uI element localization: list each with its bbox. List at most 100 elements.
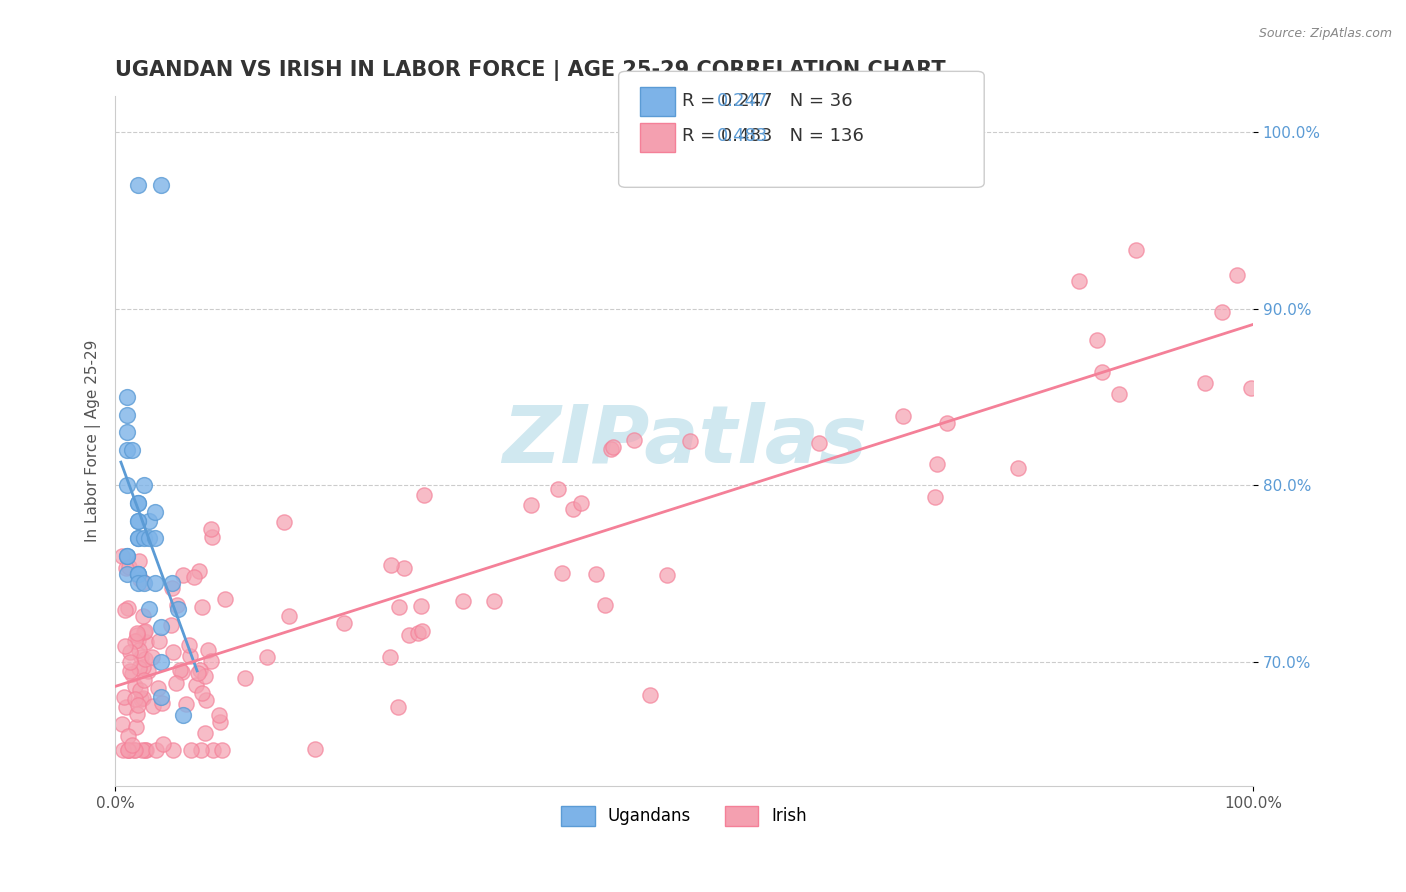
Point (172, 708, 194, 723)
Point (200, 655, 222, 669)
Point (124, 743, 146, 757)
Point (115, 478, 138, 492)
Point (127, 514, 149, 528)
Point (128, 643, 150, 657)
Point (111, 717, 134, 731)
Point (519, 498, 541, 512)
Point (183, 570, 205, 584)
Point (209, 714, 232, 729)
Point (115, 442, 138, 457)
Point (127, 496, 149, 510)
Point (148, 633, 170, 648)
Point (125, 628, 148, 642)
Point (124, 679, 146, 693)
Point (127, 514, 149, 528)
Point (162, 644, 184, 658)
Point (127, 632, 149, 647)
Point (159, 617, 181, 632)
Point (547, 482, 569, 496)
Point (1007, 460, 1029, 475)
Point (191, 686, 214, 700)
Point (638, 689, 661, 703)
Point (655, 567, 678, 582)
Point (117, 743, 139, 757)
Text: 0.483: 0.483 (717, 128, 769, 145)
Point (569, 496, 592, 510)
Point (411, 624, 433, 638)
Point (170, 665, 193, 680)
Point (380, 558, 402, 572)
Point (128, 554, 150, 568)
Point (131, 743, 153, 757)
Point (120, 645, 142, 659)
Point (117, 743, 139, 757)
Point (134, 624, 156, 638)
Point (149, 178, 172, 192)
Point (114, 603, 136, 617)
Point (1067, 274, 1090, 288)
Point (132, 575, 155, 590)
Point (187, 565, 209, 579)
Point (111, 549, 134, 563)
Point (1087, 334, 1109, 348)
Point (141, 649, 163, 664)
Point (1240, 381, 1263, 395)
Point (482, 593, 505, 607)
Point (127, 575, 149, 590)
Point (924, 490, 946, 504)
Point (166, 602, 188, 616)
Point (304, 741, 326, 756)
Point (194, 725, 217, 739)
Point (132, 624, 155, 639)
Point (891, 409, 914, 423)
Point (160, 575, 183, 590)
Point (127, 566, 149, 581)
Point (623, 434, 645, 448)
Point (128, 572, 150, 586)
Point (115, 700, 138, 714)
Point (191, 599, 214, 614)
Point (165, 675, 187, 690)
Point (194, 669, 217, 683)
Point (129, 683, 152, 698)
Point (145, 743, 167, 757)
Point (121, 667, 143, 681)
Point (1091, 365, 1114, 379)
Point (190, 743, 212, 757)
Point (278, 609, 301, 624)
Point (406, 625, 429, 640)
Point (132, 691, 155, 706)
Point (602, 440, 624, 454)
Point (152, 738, 174, 752)
Point (149, 620, 172, 634)
Point (132, 575, 155, 590)
Point (117, 601, 139, 615)
Point (208, 707, 231, 722)
Point (136, 665, 159, 679)
Point (118, 655, 141, 669)
Point (551, 566, 574, 581)
Point (115, 390, 138, 404)
Point (808, 436, 831, 450)
Point (380, 649, 402, 664)
Point (453, 594, 475, 608)
Point (134, 673, 156, 687)
Point (138, 514, 160, 528)
Point (202, 743, 225, 757)
Point (143, 505, 166, 519)
Point (121, 738, 143, 752)
Point (394, 561, 416, 575)
Point (214, 592, 236, 607)
Point (1194, 376, 1216, 390)
Text: UGANDAN VS IRISH IN LABOR FORCE | AGE 25-29 CORRELATION CHART: UGANDAN VS IRISH IN LABOR FORCE | AGE 25… (115, 60, 946, 80)
Point (152, 697, 174, 711)
Point (112, 690, 135, 704)
Point (128, 661, 150, 675)
Point (149, 655, 172, 669)
Point (200, 522, 222, 536)
Point (122, 743, 145, 757)
Text: R = 0.247   N = 36: R = 0.247 N = 36 (682, 92, 852, 110)
Point (134, 743, 156, 757)
Point (143, 575, 166, 590)
Point (233, 671, 256, 685)
